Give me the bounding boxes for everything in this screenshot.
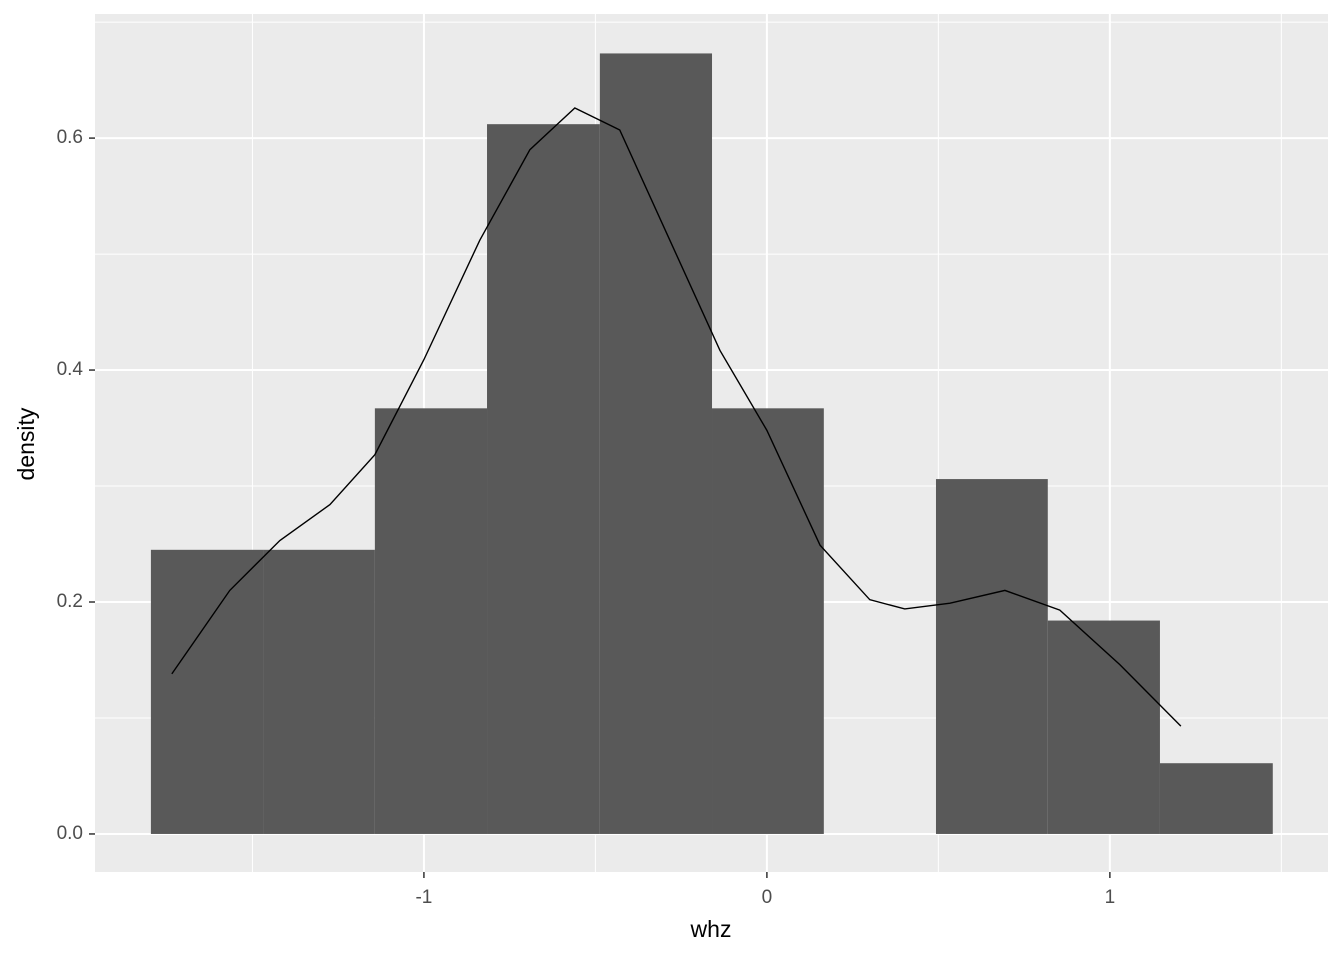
y-tick-label: 0.2 [57,591,83,612]
bar [374,408,488,834]
x-tick-label: 0 [762,887,773,908]
bar [1159,763,1273,834]
x-tick-label: -1 [415,887,432,908]
y-tick-label: 0.4 [57,359,84,380]
bar [935,479,1048,834]
density-line [171,107,1182,727]
bar [599,53,713,834]
y-axis-title: density [13,407,39,480]
marks [150,53,1273,834]
y-tick-label: 0.6 [57,127,83,148]
bar [263,549,375,834]
bar [150,549,264,834]
bar [712,408,824,834]
bar [1047,620,1160,834]
x-tick-label: 1 [1105,887,1116,908]
y-tick-label: 0.0 [57,823,83,844]
x-axis-title: whz [690,916,732,942]
bar [487,124,600,834]
